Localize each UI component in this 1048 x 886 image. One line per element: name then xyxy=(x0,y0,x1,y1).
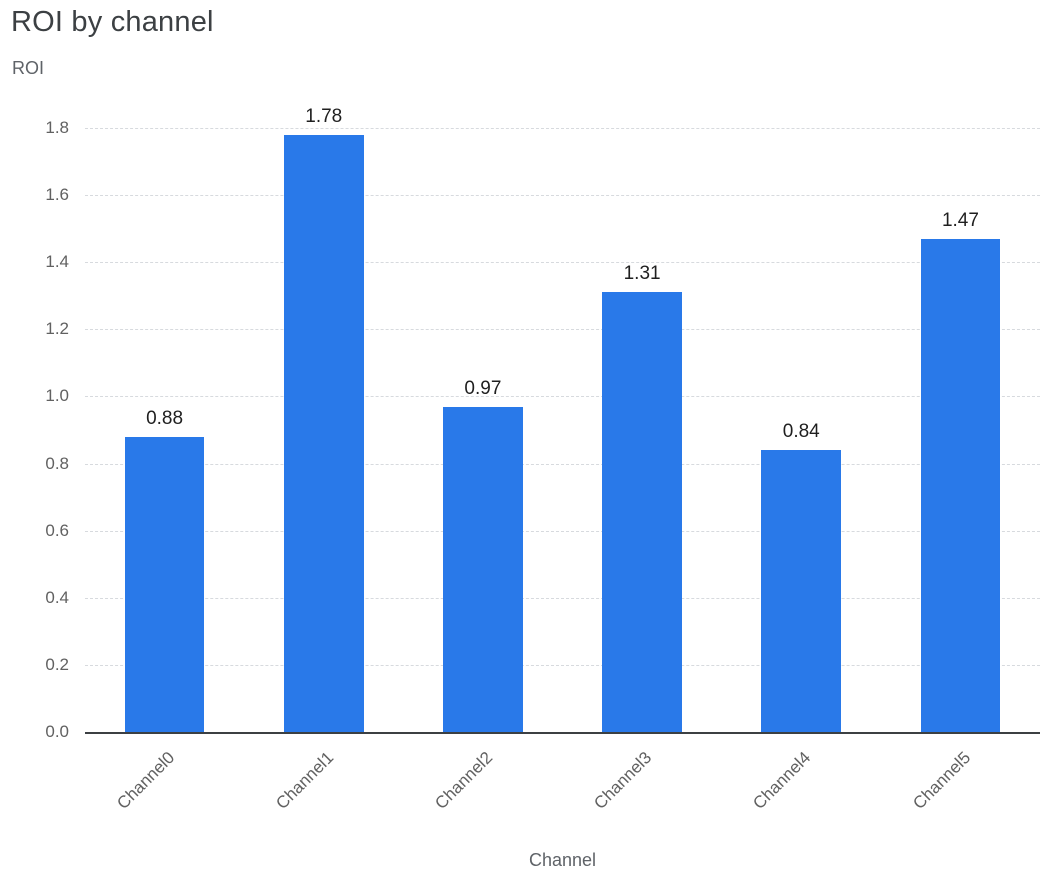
bars-layer: 0.88 1.78 0.97 1.31 0.84 1.47 xyxy=(85,106,1040,732)
bar-channel4[interactable]: 0.84 xyxy=(761,421,842,732)
bar-value-label: 0.88 xyxy=(146,407,184,429)
x-axis-title: Channel xyxy=(528,850,597,870)
gridline xyxy=(85,530,1040,532)
y-axis-title: ROI xyxy=(12,58,45,78)
gridline xyxy=(85,128,1040,129)
bar-value-label: 1.47 xyxy=(941,209,979,231)
bar-value-label: 0.97 xyxy=(464,377,502,399)
y-tick-label: 1.0 xyxy=(45,386,69,406)
bar-slot: 0.84 xyxy=(722,128,881,732)
y-tick-label: 1.8 xyxy=(45,118,69,137)
y-tick-label: 0.6 xyxy=(45,520,69,540)
y-tick-label: 0.4 xyxy=(45,587,69,607)
x-tick-label: Channel1 xyxy=(272,748,338,813)
gridline xyxy=(85,396,1040,398)
gridlines-layer xyxy=(85,128,1040,734)
x-tick-label: Channel4 xyxy=(749,748,815,813)
y-tick-label: 0.8 xyxy=(45,453,69,473)
x-tick-label: Channel3 xyxy=(590,748,656,813)
bar-channel0[interactable]: 0.88 xyxy=(124,408,205,732)
y-tick-label: 1.4 xyxy=(45,252,69,272)
bar-channel1[interactable]: 1.78 xyxy=(283,106,364,732)
bar-value-label: 0.84 xyxy=(782,421,820,443)
x-tick-label: Channel2 xyxy=(431,748,497,813)
gridline xyxy=(85,597,1040,599)
y-tick-label: 1.6 xyxy=(45,185,69,205)
gridline xyxy=(85,262,1040,264)
gridline xyxy=(85,195,1040,197)
gridline xyxy=(85,329,1040,331)
bar-channel3[interactable]: 1.31 xyxy=(602,263,682,732)
bar-slot: 0.88 xyxy=(85,128,244,732)
gridline xyxy=(85,664,1040,666)
bar-slot: 1.78 xyxy=(244,106,403,732)
bar-value-label: 1.78 xyxy=(305,105,343,127)
bar-slot: 1.47 xyxy=(881,128,1040,732)
x-tick-labels: Channel0 Channel1 Channel2 Channel3 Channel4… xyxy=(85,732,1040,842)
chart-title: ROI by channel xyxy=(11,6,214,38)
bar-value-label: 1.31 xyxy=(623,263,661,285)
bar-slot: 0.97 xyxy=(403,128,562,732)
y-tick-label: 0.0 xyxy=(45,722,69,741)
y-tick-label: 1.2 xyxy=(45,319,69,339)
y-tick-label: 0.2 xyxy=(45,654,69,674)
x-tick-label: Channel0 xyxy=(113,748,179,813)
bar-slot: 1.31 xyxy=(563,128,722,732)
gridline xyxy=(85,463,1040,465)
bar-channel2[interactable]: 0.97 xyxy=(443,378,523,732)
plot-area: 0.88 1.78 0.97 1.31 0.84 1.47 Channel0 Channel… xyxy=(45,106,1040,813)
bar-channel5[interactable]: 1.47 xyxy=(920,210,1001,732)
x-axis-line xyxy=(85,732,1040,734)
x-tick-label: Channel5 xyxy=(908,748,974,813)
